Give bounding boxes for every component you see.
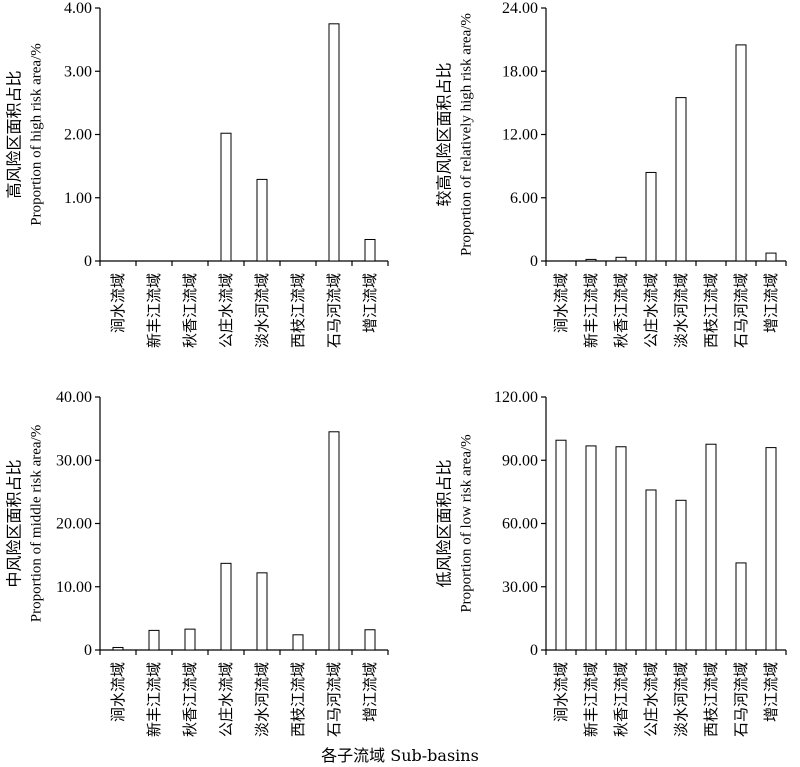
y-tick-label: 10.00 <box>56 579 92 596</box>
category-label: 公庄水流域 <box>217 662 235 737</box>
bar <box>645 171 657 262</box>
y-tick-label: 0 <box>84 253 92 270</box>
category-label: 涧水流域 <box>109 273 127 333</box>
bar <box>735 44 747 262</box>
bar <box>585 258 597 262</box>
y-tick-label: 24.00 <box>502 0 538 17</box>
category-label: 淡水河流域 <box>672 273 690 348</box>
bar <box>184 628 196 651</box>
category-label: 新丰江流域 <box>582 662 600 737</box>
y-tick-label: 6.00 <box>510 190 538 207</box>
category-label: 石马河流域 <box>325 273 343 348</box>
category-label: 增江流域 <box>762 273 780 333</box>
category-label: 石马河流域 <box>732 273 750 348</box>
y-tick-label: 18.00 <box>502 63 538 80</box>
category-label: 新丰江流域 <box>582 273 600 348</box>
category-label: 西枝江流域 <box>702 273 720 348</box>
y-tick-label: 0 <box>530 253 538 270</box>
bar <box>220 132 232 262</box>
chart-panel-3: 0 10.00 20.00 30.00 40.00 涧水流域 新丰江流域 秋香江流域 公庄水流域… <box>5 389 389 737</box>
category-label: 新丰江流域 <box>145 273 163 348</box>
chart-panel-4: 0 30.00 60.00 90.00 120.00 涧水流域 新丰江流域 秋香江流域 公庄水流… <box>435 389 787 737</box>
y-axis-title-en: Proportion of relatively high risk area/… <box>458 13 474 256</box>
y-axis-title-cn: 低风险区面积占比 <box>435 459 454 587</box>
y-tick-label: 4.00 <box>64 0 92 17</box>
chart-panel-1: 0 1.00 2.00 3.00 4.00 涧水流域 新丰江流域 秋香江流域 公庄水流域 淡水河流… <box>5 0 389 348</box>
category-label: 公庄水流域 <box>642 662 660 737</box>
category-label: 西枝江流域 <box>289 273 307 348</box>
category-label: 石马河流域 <box>732 662 750 737</box>
category-label: 秋香江流域 <box>181 273 199 348</box>
y-axis-title-cn: 中风险区面积占比 <box>5 459 24 587</box>
y-axis-title-cn: 较高风险区面积占比 <box>435 62 454 206</box>
y-tick-label: 0 <box>84 642 92 659</box>
y-tick-label: 20.00 <box>56 516 92 533</box>
category-label: 涧水流域 <box>552 662 570 722</box>
category-label: 涧水流域 <box>109 662 127 722</box>
category-label: 淡水河流域 <box>672 662 690 737</box>
x-axis-title: 各子流域 Sub-basins <box>321 746 479 765</box>
bar <box>328 431 340 651</box>
category-label: 新丰江流域 <box>145 662 163 737</box>
category-label: 秋香江流域 <box>181 662 199 737</box>
category-label: 秋香江流域 <box>612 662 630 737</box>
y-tick-label: 120.00 <box>494 389 538 406</box>
bar <box>112 646 124 651</box>
y-axis-title-en: Proportion of high risk area/% <box>28 43 44 225</box>
bar <box>292 634 304 651</box>
bar <box>328 23 340 262</box>
chart-panel-2: 0 6.00 12.00 18.00 24.00 涧水流域 新丰江流域 秋香江流域 公庄水流域淡… <box>435 0 787 348</box>
category-label: 西枝江流域 <box>702 662 720 737</box>
bar <box>765 447 777 651</box>
bar <box>615 446 627 651</box>
category-label: 增江流域 <box>361 273 379 333</box>
bar <box>256 178 268 262</box>
y-tick-label: 12.00 <box>502 127 538 144</box>
bar <box>555 439 567 651</box>
y-tick-label: 2.00 <box>64 127 92 144</box>
bar <box>585 445 597 651</box>
bar <box>148 629 160 651</box>
bar <box>765 252 777 262</box>
bar <box>364 238 376 262</box>
category-label: 淡水河流域 <box>253 273 271 348</box>
category-label: 秋香江流域 <box>612 273 630 348</box>
category-label: 涧水流域 <box>552 273 570 333</box>
y-axis-title-en: Proportion of middle risk area/% <box>28 425 44 622</box>
y-tick-label: 30.00 <box>502 579 538 596</box>
bar <box>675 97 687 262</box>
bar <box>705 443 717 651</box>
y-tick-label: 40.00 <box>56 389 92 406</box>
y-tick-label: 0 <box>530 642 538 659</box>
bar <box>256 572 268 651</box>
bar <box>735 562 747 651</box>
category-label: 公庄水流域 <box>642 273 660 348</box>
category-label: 西枝江流域 <box>289 662 307 737</box>
y-axis-title-cn: 高风险区面积占比 <box>5 70 24 198</box>
y-tick-label: 60.00 <box>502 516 538 533</box>
y-tick-label: 1.00 <box>64 190 92 207</box>
category-label: 石马河流域 <box>325 662 343 737</box>
y-tick-label: 3.00 <box>64 63 92 80</box>
bar <box>615 256 627 262</box>
bar <box>675 499 687 651</box>
y-tick-label: 90.00 <box>502 452 538 469</box>
bar <box>220 562 232 651</box>
category-label: 淡水河流域 <box>253 662 271 737</box>
y-axis-title-en: Proportion of low risk area/% <box>458 434 474 612</box>
category-label: 增江流域 <box>762 662 780 722</box>
y-tick-label: 30.00 <box>56 452 92 469</box>
category-label: 增江流域 <box>361 662 379 722</box>
bar <box>645 489 657 651</box>
bar <box>364 629 376 651</box>
category-label: 公庄水流域 <box>217 273 235 348</box>
